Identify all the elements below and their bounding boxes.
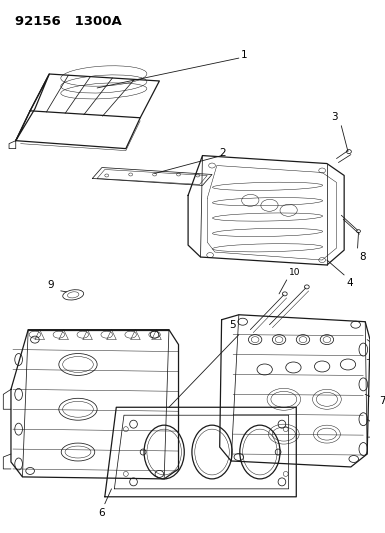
Text: 6: 6 — [99, 508, 105, 518]
Text: 2: 2 — [220, 148, 226, 158]
Text: 1: 1 — [241, 50, 248, 60]
Text: 8: 8 — [360, 252, 366, 262]
Text: 92156   1300A: 92156 1300A — [15, 15, 122, 28]
Text: 5: 5 — [229, 320, 236, 330]
Text: 3: 3 — [331, 112, 338, 122]
Text: 9: 9 — [48, 280, 55, 290]
Text: 7: 7 — [378, 397, 385, 406]
Text: 10: 10 — [289, 268, 300, 277]
Text: 4: 4 — [346, 278, 353, 288]
